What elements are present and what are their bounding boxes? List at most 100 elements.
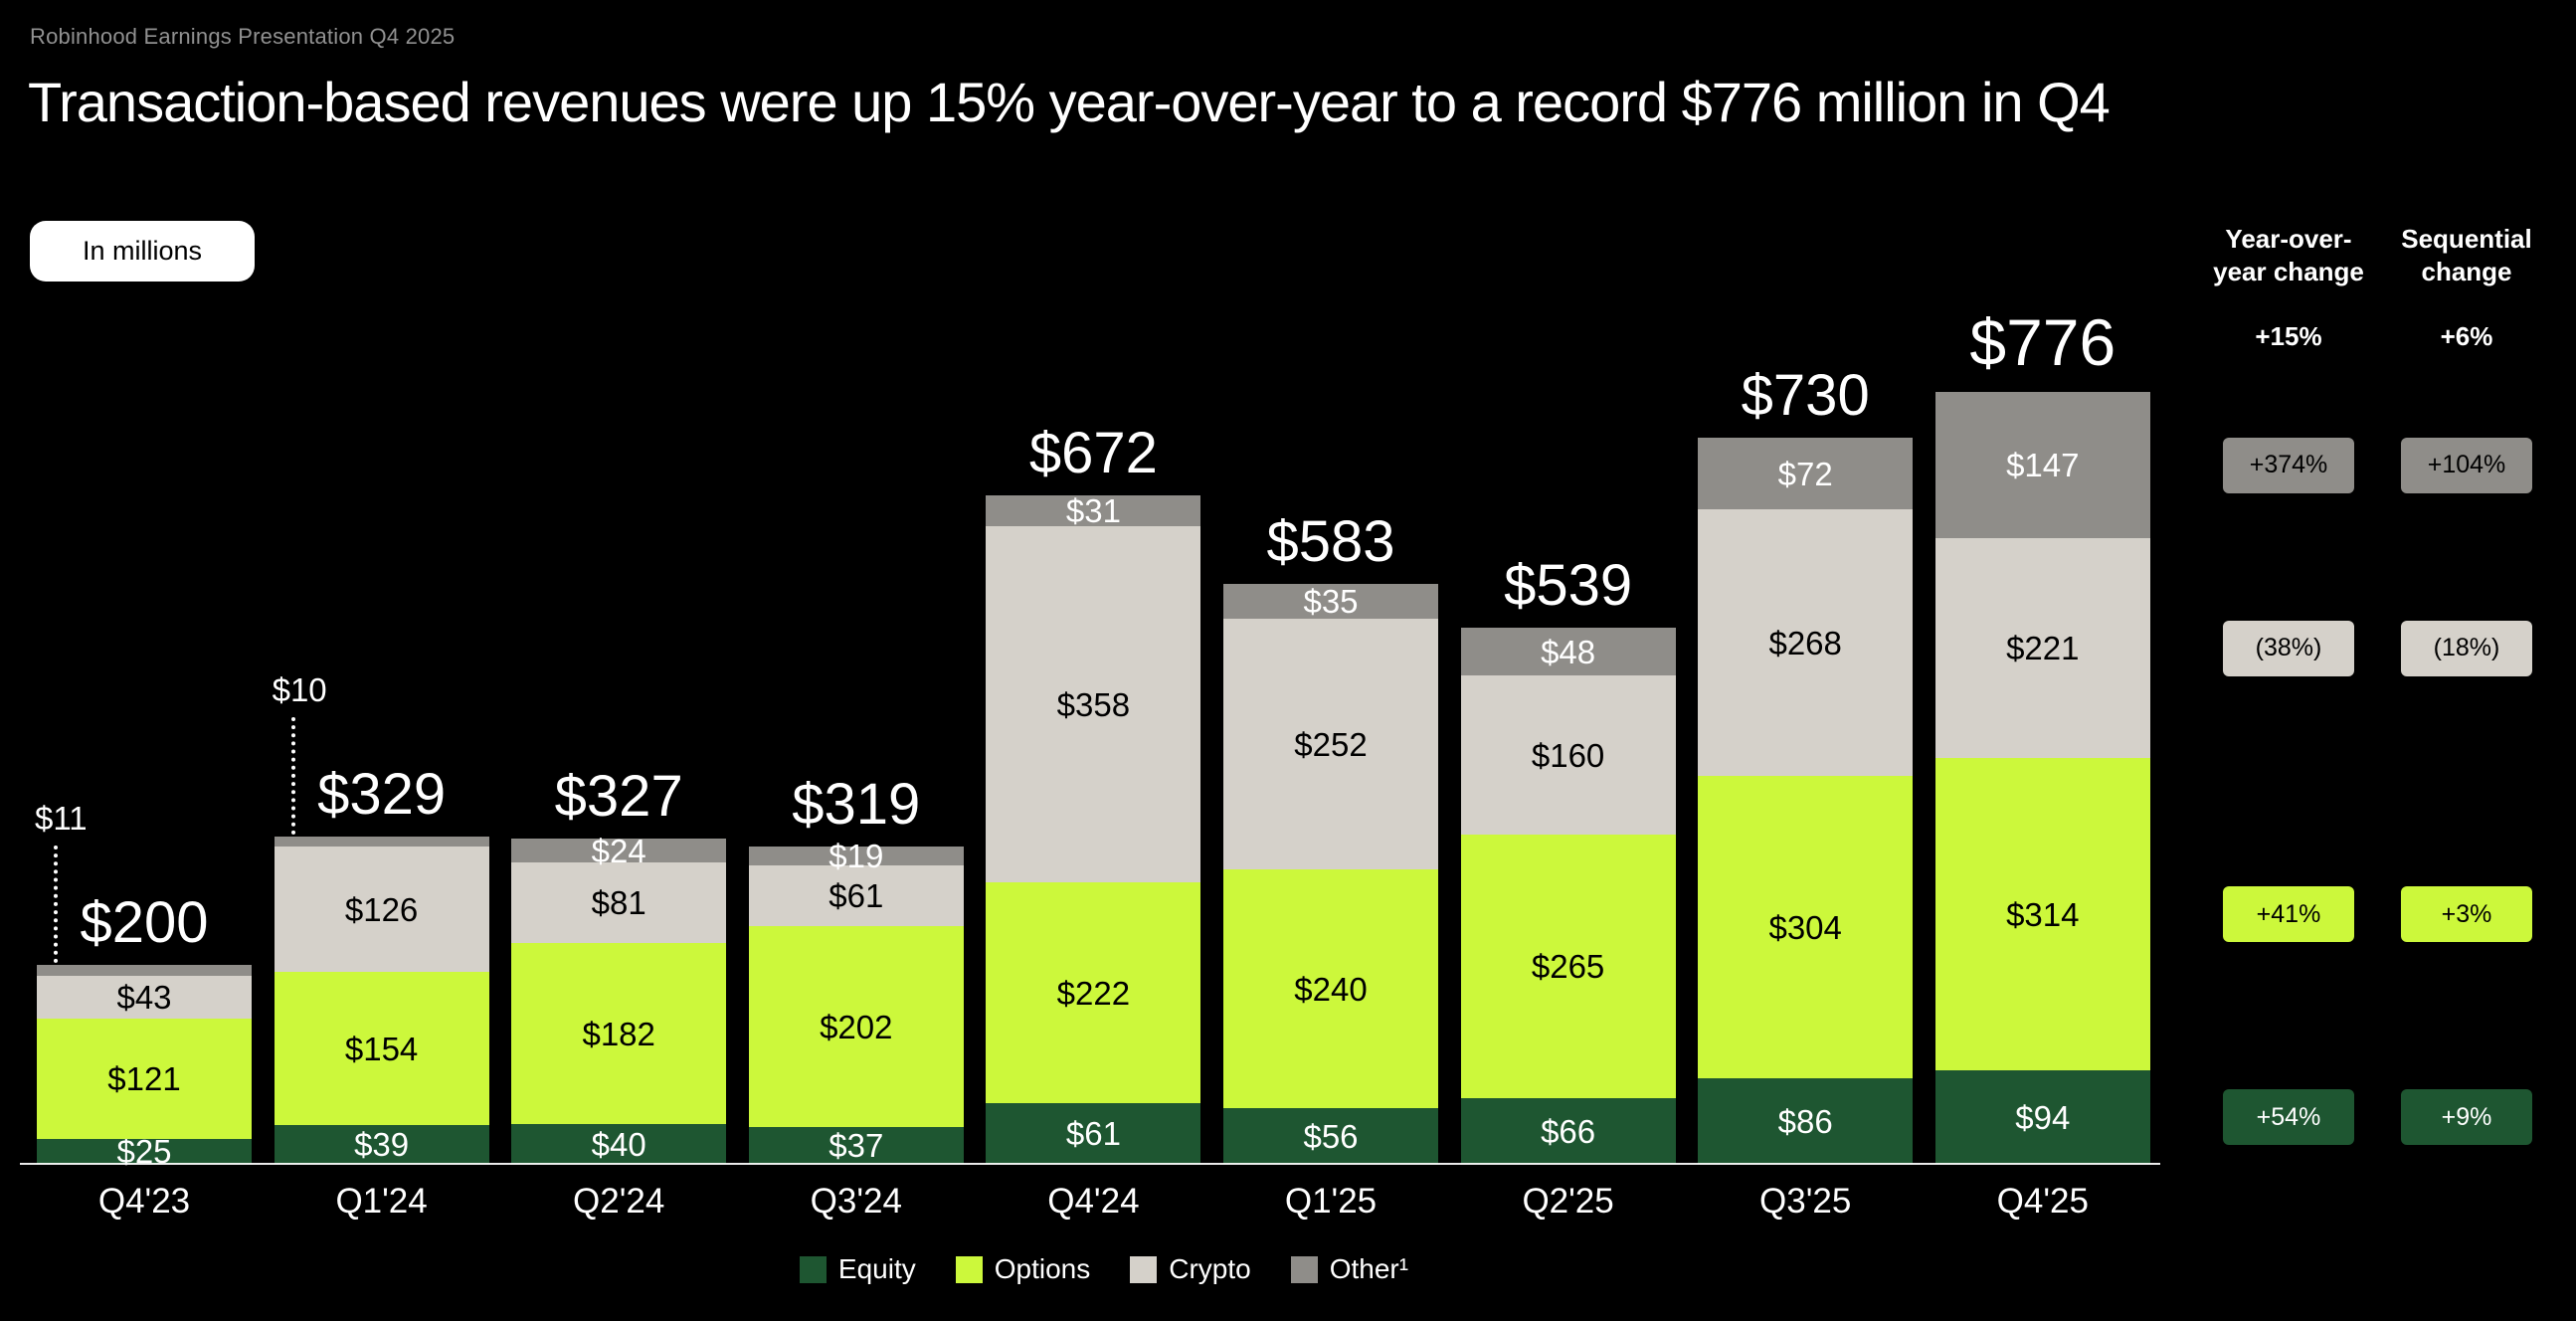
segment-value: $202: [820, 1008, 893, 1045]
deck-title: Robinhood Earnings Presentation Q4 2025: [30, 24, 456, 49]
change-badge-equity: +54%: [2223, 1089, 2354, 1145]
segment-value: $56: [1303, 1117, 1359, 1155]
bar-total: $329: [317, 762, 447, 827]
segment-value: $126: [344, 890, 419, 928]
segment-value: $86: [1777, 1102, 1833, 1140]
bar-segment-equity: $40: [511, 1124, 727, 1164]
change-value-total: +15%: [2255, 321, 2322, 351]
bar-total: $583: [1266, 509, 1395, 574]
segment-value: $121: [107, 1060, 181, 1097]
bar-total: $730: [1741, 363, 1870, 428]
x-axis-label: Q2'25: [1522, 1182, 1614, 1221]
bar-segment-options: $304: [1698, 776, 1914, 1078]
bar-segment-crypto: $126: [274, 847, 489, 972]
change-value-total: +6%: [2440, 321, 2493, 351]
callout-leader-line: [290, 717, 295, 835]
bar-segment-equity: $39: [274, 1125, 489, 1164]
bar-total: $672: [1028, 421, 1158, 485]
bar-segment-other: $48: [1460, 628, 1676, 675]
legend-label: Options: [994, 1253, 1091, 1284]
change-column-header: Year-over-year change: [2179, 223, 2398, 288]
bar-total: $327: [554, 764, 683, 829]
legend-swatch-options: [955, 1255, 983, 1283]
bar-segment-equity: $25: [37, 1135, 252, 1168]
bar-segment-options: $265: [1460, 835, 1676, 1098]
units-badge: In millions: [30, 221, 255, 282]
x-axis-label: Q1'24: [335, 1182, 428, 1221]
bar-segment-crypto: $268: [1698, 509, 1914, 776]
bar-segment-crypto: $81: [511, 862, 727, 943]
segment-value: $314: [2006, 895, 2080, 933]
segment-value: $43: [116, 979, 172, 1016]
x-axis-label: Q3'24: [810, 1182, 902, 1221]
segment-value: $154: [344, 1030, 419, 1067]
bar-segment-equity: $86: [1698, 1078, 1914, 1164]
bar-segment-options: $121: [37, 1019, 252, 1139]
segment-value: $40: [591, 1125, 646, 1163]
legend-swatch-equity: [799, 1255, 827, 1283]
bar-segment-crypto: $358: [986, 526, 1201, 882]
segment-value: $265: [1531, 948, 1605, 985]
bar-segment-options: $240: [1223, 869, 1438, 1108]
legend-label: Other¹: [1329, 1253, 1409, 1284]
segment-value: $48: [1541, 633, 1596, 670]
segment-value: $221: [2006, 630, 2080, 666]
bar-total: $776: [1969, 305, 2116, 379]
legend-item: Crypto: [1130, 1253, 1251, 1285]
callout-leader-line: [54, 846, 58, 963]
segment-value: $61: [828, 877, 884, 914]
segment-value: $39: [354, 1126, 410, 1163]
legend-label: Equity: [837, 1253, 916, 1284]
header-line: change: [2421, 257, 2512, 286]
segment-value: $304: [1768, 908, 1842, 946]
bar-segment-crypto: $61: [748, 865, 964, 926]
callout-value: $11: [35, 800, 88, 837]
change-badge-crypto: (38%): [2223, 620, 2354, 676]
bar-segment-other: [37, 965, 252, 976]
bar-segment-crypto: $252: [1223, 619, 1438, 869]
segment-value: $72: [1777, 455, 1833, 492]
segment-value: $252: [1294, 725, 1368, 763]
bar-segment-other: [274, 837, 489, 847]
legend-item: Options: [955, 1253, 1091, 1285]
bar-segment-equity: $94: [1934, 1070, 2150, 1164]
bar-segment-options: $202: [748, 926, 964, 1127]
segment-value: $19: [828, 838, 884, 874]
segment-value: $66: [1541, 1112, 1596, 1150]
bar-segment-equity: $37: [748, 1127, 964, 1164]
bar-total: $200: [80, 890, 209, 955]
bar-segment-other: $72: [1698, 438, 1914, 509]
x-axis-label: Q1'25: [1284, 1182, 1378, 1221]
bar-segment-crypto: $160: [1460, 675, 1676, 835]
segment-value: $35: [1303, 583, 1359, 620]
bar-segment-options: $154: [274, 972, 489, 1125]
header-line: year change: [2213, 257, 2364, 286]
x-axis-label: Q4'23: [97, 1182, 191, 1221]
slide-title: Transaction-based revenues were up 15% y…: [28, 71, 2111, 133]
x-axis-line: [20, 1163, 2160, 1165]
segment-value: $94: [2015, 1098, 2071, 1136]
bar-segment-equity: $56: [1223, 1108, 1438, 1164]
x-axis-label: Q4'25: [1996, 1182, 2089, 1221]
segment-value: $222: [1056, 974, 1131, 1012]
segment-value: $81: [591, 884, 646, 921]
segment-value: $25: [116, 1133, 172, 1170]
x-axis-label: Q2'24: [573, 1182, 665, 1221]
bar-segment-equity: $61: [986, 1103, 1201, 1164]
segment-value: $182: [582, 1015, 655, 1052]
bar-segment-other: $35: [1223, 584, 1438, 619]
callout-value: $10: [272, 671, 327, 708]
bar-segment-other: $147: [1934, 392, 2150, 538]
change-badge-crypto: (18%): [2401, 620, 2532, 676]
bar-segment-crypto: $221: [1934, 538, 2150, 758]
bar-segment-options: $314: [1934, 758, 2150, 1070]
legend-item: Equity: [799, 1253, 916, 1285]
change-badge-equity: +9%: [2401, 1089, 2532, 1145]
legend-swatch-crypto: [1130, 1255, 1158, 1283]
segment-value: $147: [2006, 447, 2080, 483]
bar-segment-options: $222: [986, 882, 1201, 1103]
bar-segment-crypto: $43: [37, 976, 252, 1019]
